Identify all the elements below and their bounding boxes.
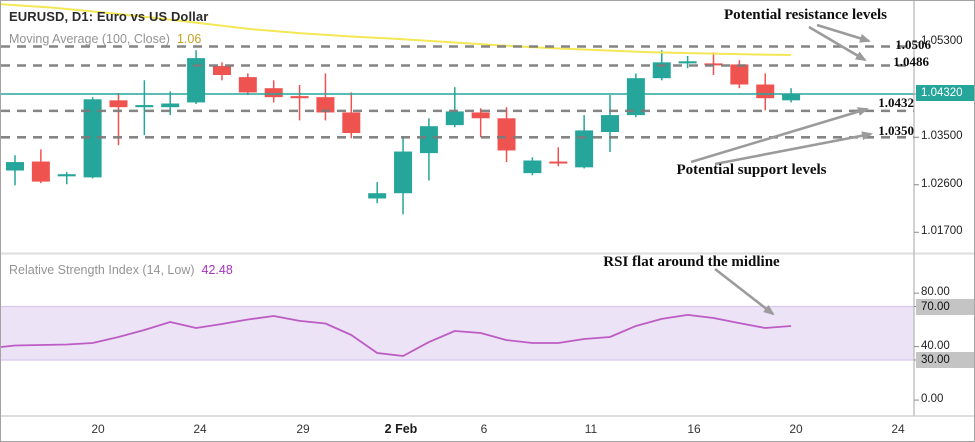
rsi-band — [1, 306, 914, 360]
price-axis-label: 1.05300 — [921, 35, 963, 48]
resistance-arrow-1 — [816, 23, 871, 43]
resistance-arrow-2 — [808, 25, 867, 62]
candle-body — [161, 103, 180, 108]
page-title: EURUSD, D1: Euro vs US Dollar — [9, 9, 209, 24]
support-level-label-1: 1.0432 — [878, 95, 914, 110]
annotation-resistance-levels: Potential resistance levels — [723, 7, 887, 23]
rsi-indicator-label: Relative Strength Index (14, Low) — [9, 263, 195, 277]
annotation-support-levels: Potential support levels — [676, 162, 827, 178]
candle-body — [756, 84, 775, 99]
rsi-indicator-legend: Relative Strength Index (14, Low) 42.48 — [9, 263, 233, 277]
candle-body — [419, 126, 438, 154]
candle-body — [394, 151, 413, 194]
candle-body — [549, 161, 568, 164]
price-axis-label: 1.02600 — [921, 177, 963, 190]
rsi-line — [1, 313, 792, 357]
candle-body — [238, 77, 257, 93]
candle-body — [782, 93, 801, 101]
time-axis-label: 16 — [687, 422, 701, 436]
rsi-indicator-value: 42.48 — [201, 263, 233, 277]
candle-body — [187, 58, 206, 103]
candle-body — [264, 88, 283, 98]
support-arrow-2 — [714, 131, 873, 166]
candle-body — [626, 78, 645, 116]
candle-body — [368, 193, 387, 199]
candle-body — [31, 161, 50, 182]
candle-body — [678, 61, 697, 64]
rsi-arrow — [714, 267, 775, 316]
candle-body — [575, 130, 594, 168]
candle-body — [601, 115, 620, 132]
support-level-label-2: 1.0350 — [878, 123, 914, 138]
resistance-level-label-2: 1.0486 — [893, 54, 929, 69]
candle-body — [109, 100, 128, 108]
rsi-axis-label-band: 70.00 — [916, 298, 974, 315]
rsi-axis-label: 80.00 — [921, 286, 950, 299]
rsi-axis-label: 0.00 — [921, 393, 944, 406]
time-axis-label: 6 — [480, 422, 488, 436]
ma-indicator-legend: Moving Average (100, Close) 1.06 — [9, 32, 201, 46]
rsi-axis-label-band: 30.00 — [916, 351, 974, 368]
candle-body — [57, 174, 76, 177]
support-arrow-1 — [690, 107, 869, 164]
annotation-rsi-note: RSI flat around the midline — [603, 254, 780, 270]
time-axis-label: 11 — [584, 422, 598, 436]
candle-body — [290, 96, 309, 99]
time-axis-label: 24 — [891, 422, 905, 436]
moving-average-line — [1, 3, 792, 56]
candle-body — [135, 105, 154, 108]
candle-body — [471, 112, 490, 119]
time-axis-label: 20 — [789, 422, 803, 436]
price-axis-label: 1.01700 — [921, 225, 963, 238]
candle-body — [342, 112, 361, 134]
candle-body — [445, 111, 464, 126]
candle-body — [6, 162, 24, 171]
candle-body — [730, 64, 749, 85]
resistance-level-label-1: 1.0506 — [895, 37, 931, 52]
candle-body — [212, 66, 231, 76]
rsi-axis-label: 40.00 — [921, 339, 950, 352]
time-axis-label: 24 — [193, 422, 207, 436]
candle-body — [497, 118, 516, 151]
time-axis-label: 29 — [296, 422, 310, 436]
current-price-tag: 1.04320 — [916, 85, 974, 101]
price-axis-label: 1.03500 — [921, 130, 963, 143]
candle-body — [523, 160, 542, 174]
candle-body — [83, 99, 102, 178]
ma-indicator-value: 1.06 — [176, 32, 202, 46]
candle-body — [316, 97, 335, 113]
ma-indicator-label: Moving Average (100, Close) — [9, 32, 170, 46]
time-axis-label: 20 — [91, 422, 105, 436]
time-axis-label: 2 Feb — [384, 422, 418, 436]
